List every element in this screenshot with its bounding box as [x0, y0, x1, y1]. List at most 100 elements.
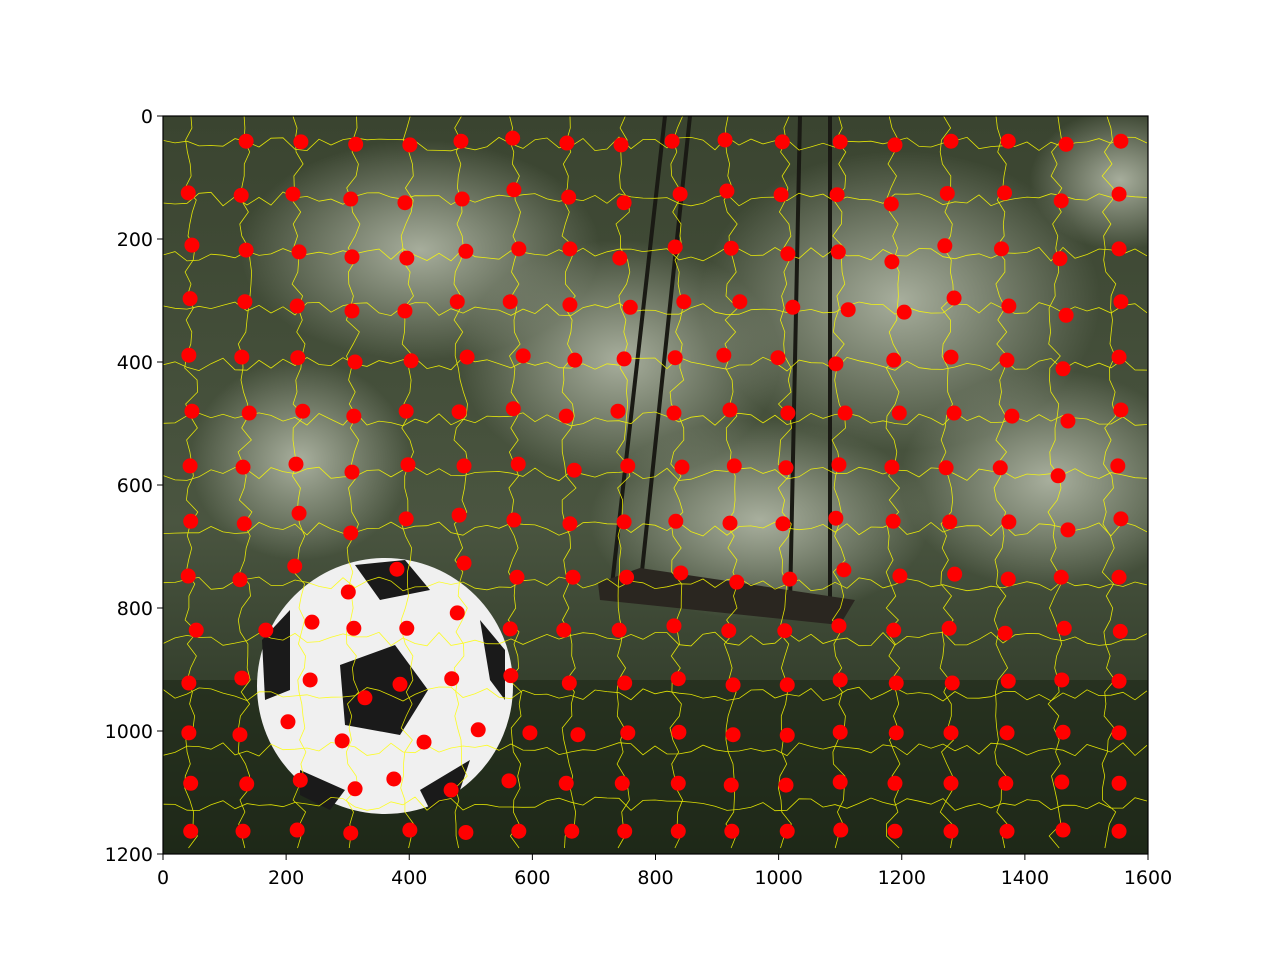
x-tick-label: 1000: [754, 867, 802, 889]
point: [458, 824, 474, 840]
point: [293, 134, 309, 150]
point: [780, 405, 796, 421]
point: [1055, 822, 1071, 838]
point: [502, 294, 518, 310]
swing-seat: [598, 568, 855, 625]
point: [785, 299, 801, 315]
boundary: [163, 796, 1148, 812]
point: [723, 240, 739, 256]
point: [397, 195, 413, 211]
x-tick-label: 200: [268, 867, 304, 889]
point: [886, 352, 902, 368]
point: [667, 239, 683, 255]
point: [778, 460, 794, 476]
point: [515, 348, 531, 364]
point: [258, 622, 274, 638]
point: [288, 456, 304, 472]
point: [729, 574, 745, 590]
boundary: [163, 136, 1148, 152]
boundary: [831, 116, 847, 849]
point: [561, 675, 577, 691]
boundary: [163, 191, 1148, 207]
boundary: [163, 576, 1148, 592]
point: [613, 137, 629, 153]
photo: [163, 116, 1148, 854]
point: [716, 347, 732, 363]
point: [725, 677, 741, 693]
point: [828, 356, 844, 372]
point: [832, 134, 848, 150]
point: [236, 516, 252, 532]
point: [670, 671, 686, 687]
point: [616, 351, 632, 367]
point: [182, 291, 198, 307]
x-tick-label: 1200: [878, 867, 926, 889]
point: [562, 241, 578, 257]
point: [290, 350, 306, 366]
point: [610, 403, 626, 419]
point: [183, 823, 199, 839]
point: [289, 298, 305, 314]
point: [285, 186, 301, 202]
point: [832, 672, 848, 688]
point: [887, 775, 903, 791]
point: [829, 187, 845, 203]
point: [779, 823, 795, 839]
point: [1113, 294, 1129, 310]
point: [884, 459, 900, 475]
point: [833, 822, 849, 838]
point: [458, 243, 474, 259]
x-tick-label: 800: [637, 867, 673, 889]
boundary: [507, 116, 522, 849]
point: [402, 822, 418, 838]
point: [399, 250, 415, 266]
y-tick-label: 600: [117, 475, 153, 497]
point: [347, 354, 363, 370]
point: [939, 185, 955, 201]
point: [234, 670, 250, 686]
boundary: [291, 116, 307, 849]
point: [723, 777, 739, 793]
point: [389, 561, 405, 577]
point: [888, 725, 904, 741]
point: [670, 823, 686, 839]
point: [302, 672, 318, 688]
point: [670, 775, 686, 791]
point: [506, 182, 522, 198]
point: [232, 572, 248, 588]
point: [837, 405, 853, 421]
point: [937, 238, 953, 254]
point: [719, 183, 735, 199]
point: [346, 408, 362, 424]
point: [558, 775, 574, 791]
point: [348, 136, 364, 152]
point: [941, 620, 957, 636]
boundary: [615, 116, 631, 849]
point: [779, 677, 795, 693]
point: [722, 402, 738, 418]
point: [237, 294, 253, 310]
point: [1000, 571, 1016, 587]
point: [346, 620, 362, 636]
point: [399, 620, 415, 636]
point: [386, 771, 402, 787]
point: [235, 823, 251, 839]
point: [449, 605, 465, 621]
point: [721, 623, 737, 639]
point: [943, 775, 959, 791]
point: [676, 294, 692, 310]
point: [1054, 774, 1070, 790]
point: [400, 457, 416, 473]
point: [666, 618, 682, 634]
point: [511, 241, 527, 257]
point: [832, 774, 848, 790]
point: [239, 776, 255, 792]
point: [892, 568, 908, 584]
point: [725, 727, 741, 743]
y-tick-label: 800: [117, 598, 153, 620]
point: [943, 349, 959, 365]
point: [732, 294, 748, 310]
point: [232, 727, 248, 743]
point: [357, 690, 373, 706]
